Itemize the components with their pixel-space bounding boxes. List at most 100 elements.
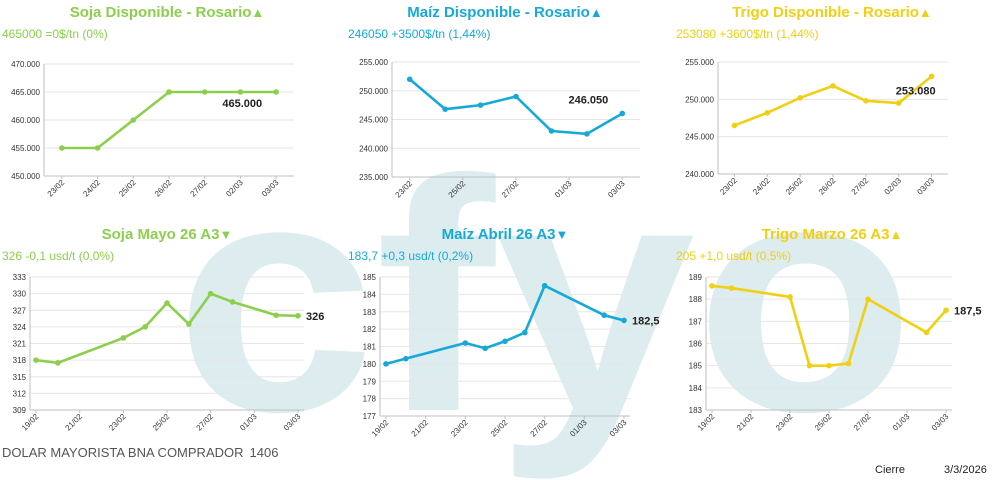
data-point — [806, 362, 813, 369]
trend-down-icon: ▼ — [219, 227, 233, 242]
data-point — [863, 98, 869, 104]
x-tick-label: 23/02 — [718, 176, 739, 197]
y-tick-label: 187 — [689, 317, 703, 326]
x-tick-label: 03/03 — [915, 176, 936, 197]
y-tick-label: 309 — [13, 406, 27, 415]
chart-title-text: Trigo Disponible - Rosario — [732, 4, 919, 21]
dollar-rate-label: DOLAR MAYORISTA BNA COMPRADOR — [2, 445, 244, 460]
last-value-label: 182,5 — [632, 315, 660, 327]
trend-up-icon: ▲ — [589, 5, 603, 20]
x-tick-label: 21/02 — [735, 412, 756, 433]
x-tick-label: 27/02 — [189, 178, 210, 199]
dollar-rate-value: 1406 — [249, 445, 279, 460]
data-point — [477, 102, 484, 108]
data-point — [482, 345, 488, 352]
last-value-label: 187,5 — [954, 305, 982, 317]
trend-up-icon: ▲ — [889, 227, 903, 242]
data-point — [237, 89, 244, 95]
data-point — [584, 131, 590, 137]
data-point — [130, 117, 137, 123]
trend-down-icon: ▼ — [555, 227, 569, 242]
chart-panel-maiz-abril: Maíz Abril 26 A3▼ 183,7 +0,3 usd/t (0,2%)… — [340, 226, 670, 447]
data-point — [728, 285, 735, 291]
close-date: 3/3/2026 — [944, 464, 987, 476]
y-tick-label: 312 — [13, 389, 27, 398]
y-tick-label: 315 — [13, 373, 27, 382]
chart-title-text: Trigo Marzo 26 A3 — [761, 226, 890, 243]
data-point — [787, 294, 793, 300]
y-tick-label: 333 — [13, 273, 27, 282]
series-line — [408, 78, 623, 136]
y-tick-label: 184 — [689, 384, 703, 393]
x-tick-label: 02/03 — [224, 178, 245, 199]
x-tick-label: 27/02 — [529, 418, 550, 439]
y-tick-label: 330 — [13, 290, 27, 299]
chart-panel-soja-mayo: Soja Mayo 26 A3▼ 326 -0,1 usd/t (0,0%) 309… — [2, 226, 332, 447]
chart-title: Soja Disponible - Rosario▲ — [2, 4, 332, 21]
x-tick-label: 01/03 — [553, 179, 574, 200]
x-tick-label: 27/02 — [500, 179, 521, 200]
data-point — [462, 340, 469, 346]
data-point — [845, 360, 852, 367]
x-tick-label: 03/03 — [930, 412, 951, 433]
y-tick-label: 255.000 — [359, 58, 388, 67]
data-point — [120, 335, 127, 341]
x-tick-label: 27/02 — [852, 412, 873, 433]
x-tick-label: 01/03 — [568, 418, 589, 439]
y-tick-label: 460.000 — [11, 116, 40, 125]
x-tick-label: 01/03 — [238, 412, 259, 433]
y-tick-label: 178 — [363, 395, 377, 404]
y-tick-label: 318 — [13, 356, 27, 365]
data-point — [273, 89, 279, 95]
chart-title-text: Maíz Abril 26 A3 — [441, 226, 556, 243]
y-tick-label: 240.000 — [359, 144, 388, 153]
y-tick-label: 250.000 — [685, 95, 714, 104]
data-point — [55, 360, 61, 366]
y-tick-label: 185 — [689, 362, 703, 371]
data-point — [548, 128, 555, 134]
y-tick-label: 455.000 — [11, 144, 40, 153]
chart-svg: 450.000 455.000 460.000 465.000 470.000 23/02… — [11, 60, 294, 199]
y-tick-label: 324 — [13, 323, 27, 332]
data-point — [621, 317, 627, 324]
y-tick-label: 250.000 — [359, 87, 388, 96]
y-tick-label: 188 — [689, 295, 703, 304]
data-point — [186, 321, 192, 327]
dollar-rate-footer: DOLAR MAYORISTA BNA COMPRADOR 1406 — [2, 445, 278, 460]
x-tick-label: 03/03 — [608, 418, 629, 439]
chart-subtitle: 326 -0,1 usd/t (0,0%) — [2, 249, 115, 263]
data-point — [166, 89, 172, 95]
y-tick-label: 181 — [363, 343, 377, 352]
y-tick-label: 327 — [13, 306, 27, 315]
data-point — [406, 76, 413, 83]
x-tick-label: 03/03 — [260, 178, 281, 199]
y-tick-label: 189 — [689, 273, 703, 282]
data-point — [522, 329, 528, 336]
x-tick-label: 25/02 — [117, 178, 138, 199]
x-tick-label: 21/02 — [410, 418, 431, 439]
data-point — [895, 100, 902, 106]
chart-subtitle: 246050 +3500$/tn (1,44%) — [348, 27, 491, 41]
chart-svg: 240.000 245.000 250.000 255.000 23/02 24/02 25… — [685, 58, 948, 197]
chart-subtitle: 253080 +3600$/tn (1,44%) — [676, 27, 819, 41]
chart-title-text: Maíz Disponible - Rosario — [407, 4, 590, 21]
data-point — [764, 109, 771, 116]
last-value-label: 253.080 — [896, 85, 936, 97]
y-tick-label: 450.000 — [11, 172, 40, 181]
y-tick-label: 183 — [689, 406, 703, 415]
x-tick-label: 01/03 — [891, 412, 912, 433]
chart-title: Trigo Marzo 26 A3▲ — [672, 226, 992, 243]
x-tick-label: 23/02 — [107, 412, 128, 433]
data-point — [923, 329, 930, 336]
data-point — [928, 73, 935, 80]
data-point — [383, 361, 389, 367]
x-tick-label: 24/02 — [81, 178, 102, 199]
x-tick-label: 23/02 — [449, 418, 470, 439]
trend-up-icon: ▲ — [918, 5, 932, 20]
x-tick-label: 26/02 — [153, 178, 174, 199]
data-point — [830, 83, 836, 89]
data-point — [295, 312, 301, 319]
data-point — [201, 89, 208, 95]
y-tick-label: 245.000 — [685, 133, 714, 142]
